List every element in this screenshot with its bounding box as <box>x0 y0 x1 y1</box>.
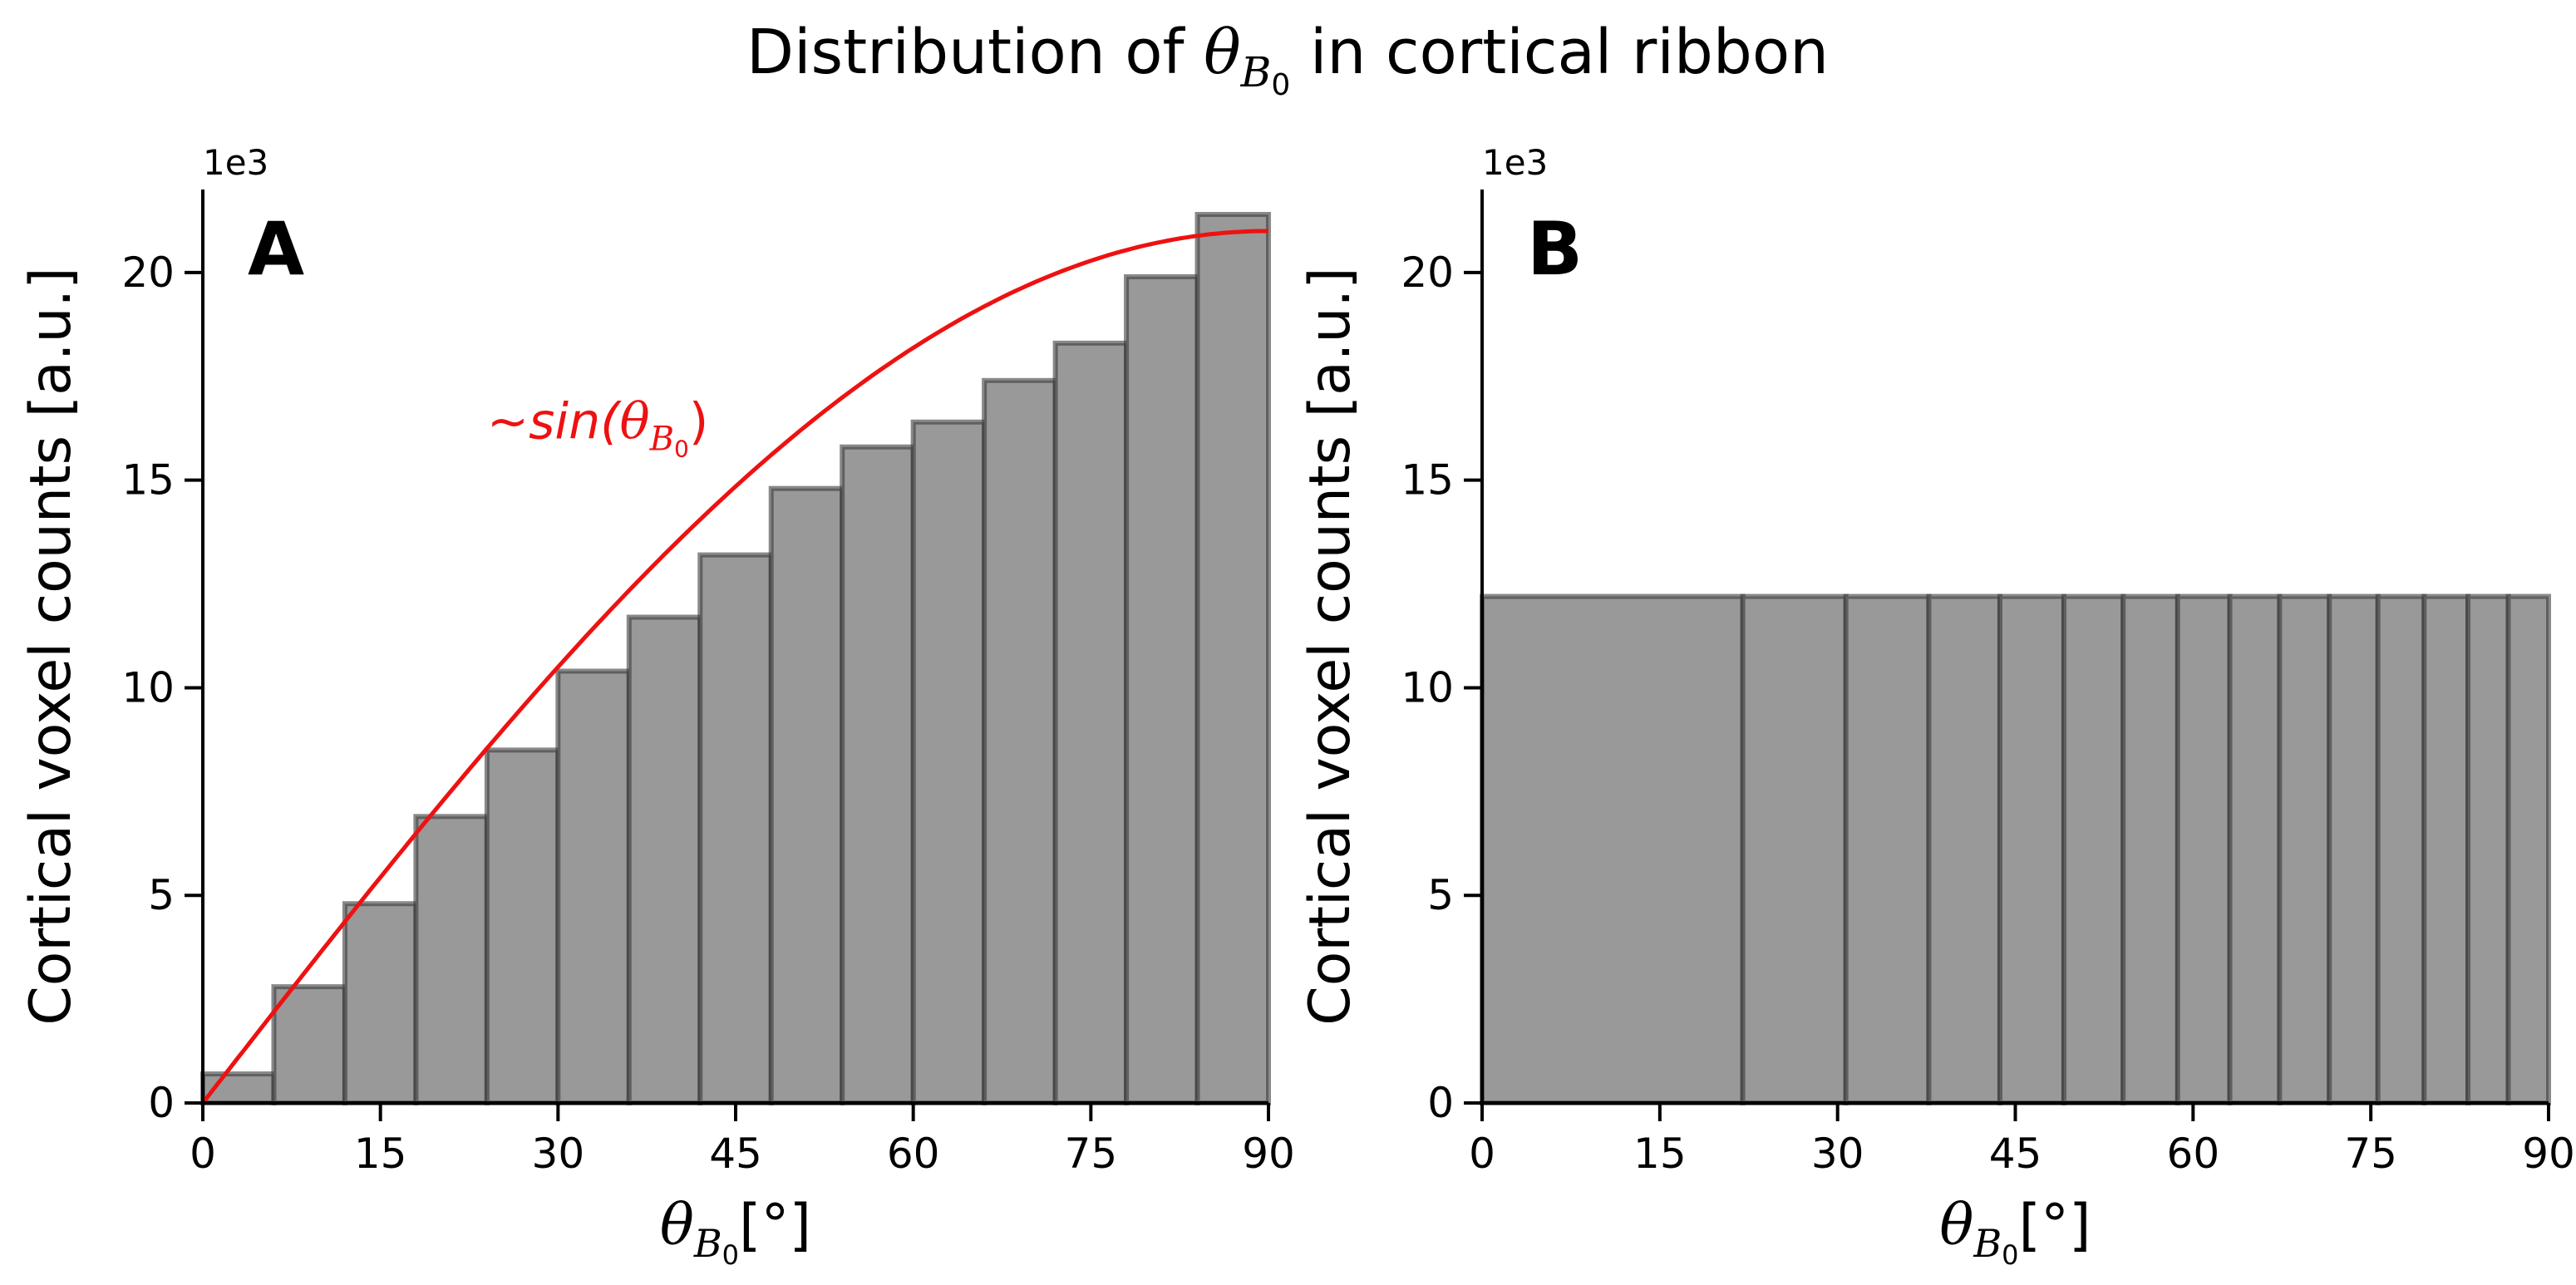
y-tick-label: 15 <box>121 456 175 505</box>
histogram-bar <box>2465 593 2511 1105</box>
histogram-bar <box>697 552 774 1105</box>
y-tick-label: 20 <box>121 249 175 297</box>
x-axis-label: θB0[°] <box>660 1193 811 1271</box>
histogram-bar <box>768 485 845 1105</box>
x-tick-label: 45 <box>1989 1130 2042 1178</box>
curve-label: ~sin(θB0) <box>487 393 708 463</box>
histogram-bar <box>2505 593 2551 1105</box>
histogram-bar <box>910 419 988 1105</box>
x-tick-label: 0 <box>1469 1130 1495 1178</box>
histogram-bar <box>484 747 561 1105</box>
histogram-bar <box>413 814 490 1106</box>
x-tick-label: 30 <box>1811 1130 1864 1178</box>
x-tick-label: 90 <box>2522 1130 2575 1178</box>
histogram-bar <box>2175 593 2233 1105</box>
x-tick-label: 75 <box>1065 1130 1118 1178</box>
histogram-bar <box>1124 273 1200 1105</box>
histogram-bar <box>1926 593 2002 1105</box>
panel-b: 0 15 30 45 60 75 90 0 5 10 15 20 1e3 B Cortical voxel … <box>1298 142 2575 1271</box>
histogram-bar <box>982 377 1058 1106</box>
x-tick-label: 15 <box>1633 1130 1687 1178</box>
x-tick-label: 60 <box>2167 1130 2220 1178</box>
histogram-bar <box>840 444 916 1105</box>
y-tick-label: 10 <box>121 663 175 711</box>
panel-label: A <box>248 206 304 292</box>
bars <box>1480 593 2551 1105</box>
y-tick-label: 5 <box>1427 871 1454 919</box>
histogram-bar <box>271 984 347 1106</box>
sine-curve <box>201 229 1268 1105</box>
histogram-bar <box>1480 593 1746 1105</box>
histogram-bar <box>1194 211 1271 1105</box>
histogram-bar <box>626 614 703 1105</box>
x-tick-label: 15 <box>354 1130 407 1178</box>
histogram-bar <box>1052 340 1130 1105</box>
y-multiplier: 1e3 <box>1482 142 1548 183</box>
histogram-bar <box>2327 593 2381 1105</box>
x-tick-label: 60 <box>887 1130 940 1178</box>
x-tick-label: 90 <box>1242 1130 1295 1178</box>
histogram-bar <box>555 668 632 1105</box>
histogram-bar <box>1997 593 2066 1105</box>
panel-a: ~sin(θB0) 0 15 30 45 60 75 90 0 5 10 15 20 1e3 A Cortic… <box>18 142 1295 1271</box>
histogram-bar <box>342 901 419 1105</box>
panel-label: B <box>1527 206 1583 292</box>
x-tick-label: 45 <box>709 1130 762 1178</box>
histogram-bar <box>2421 593 2471 1105</box>
histogram-bar <box>2061 593 2126 1105</box>
y-multiplier: 1e3 <box>203 142 268 183</box>
y-tick-label: 20 <box>1401 249 1454 297</box>
histogram-bar <box>2227 593 2283 1105</box>
bars <box>200 211 1271 1106</box>
figure-title: Distribution of θB0 in cortical ribbon <box>746 17 1829 102</box>
x-axis-label: θB0[°] <box>1939 1193 2091 1271</box>
histogram-bar <box>2120 593 2180 1105</box>
y-axis-label: Cortical voxel counts [a.u.] <box>18 267 84 1025</box>
histogram-bar <box>2277 593 2332 1105</box>
y-axis-label: Cortical voxel counts [a.u.] <box>1298 267 1363 1025</box>
histogram-bar <box>2375 593 2427 1105</box>
y-tick-label: 0 <box>1427 1079 1454 1127</box>
x-tick-label: 75 <box>2344 1130 2397 1178</box>
y-tick-label: 5 <box>148 871 175 919</box>
x-tick-label: 30 <box>532 1130 585 1178</box>
y-tick-label: 15 <box>1401 456 1454 505</box>
histogram-bar <box>1843 593 1932 1105</box>
y-tick-label: 10 <box>1401 663 1454 711</box>
histogram-bar <box>1740 593 1849 1105</box>
y-tick-label: 0 <box>148 1079 175 1127</box>
x-tick-label: 0 <box>190 1130 216 1178</box>
